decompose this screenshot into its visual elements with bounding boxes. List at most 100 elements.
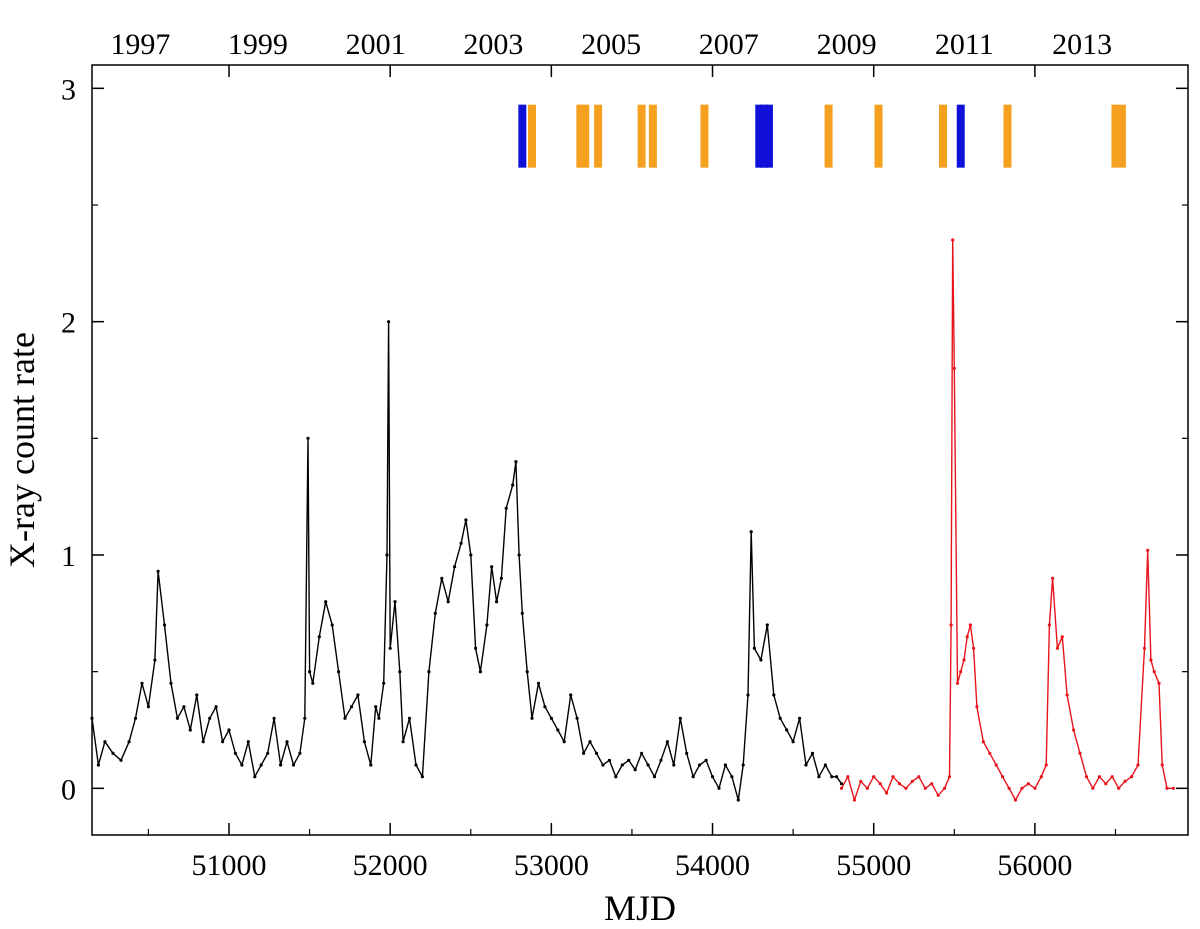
data-point-0-55 (407, 716, 412, 720)
data-point-1-11 (910, 779, 915, 783)
data-point-0-91 (614, 775, 618, 779)
data-point-0-83 (562, 740, 566, 744)
data-point-0-104 (698, 763, 702, 767)
data-point-1-61 (1165, 786, 1169, 790)
data-point-0-8 (146, 705, 150, 709)
data-point-0-7 (140, 681, 144, 685)
data-point-0-111 (741, 763, 745, 767)
data-point-1-24 (965, 635, 969, 639)
data-point-0-102 (685, 751, 689, 755)
data-point-0-77 (525, 670, 529, 674)
data-point-0-67 (478, 670, 482, 674)
series-line-0 (91, 321, 843, 801)
data-point-1-52 (1123, 779, 1127, 783)
plot-frame (91, 64, 1189, 836)
data-point-0-119 (785, 728, 789, 732)
data-point-1-12 (917, 775, 921, 779)
data-point-1-59 (1157, 681, 1161, 685)
observation-marker-3 (581, 104, 590, 168)
data-point-1-26 (972, 646, 976, 650)
data-point-1-6 (878, 782, 882, 786)
data-point-0-106 (710, 775, 715, 779)
year-label-0: 1997 (110, 28, 170, 61)
data-point-1-35 (1026, 782, 1030, 786)
observation-markers (518, 104, 1126, 168)
data-point-0-117 (772, 693, 776, 697)
data-point-0-42 (349, 705, 354, 709)
observation-marker-13 (939, 104, 948, 168)
observation-marker-4 (594, 104, 603, 168)
data-point-1-25 (968, 623, 973, 627)
x-tick-label-2: 53000 (514, 849, 589, 882)
series-line-1 (840, 239, 1174, 801)
data-point-0-32 (298, 751, 302, 755)
data-point-1-55 (1142, 646, 1147, 650)
data-point-0-19 (214, 705, 218, 709)
x-tick-label-0: 51000 (192, 849, 267, 882)
data-point-0-6 (133, 716, 138, 720)
data-point-0-82 (556, 728, 560, 732)
data-point-1-54 (1136, 763, 1140, 767)
data-point-1-38 (1044, 763, 1048, 767)
data-point-0-52 (393, 600, 397, 604)
data-point-1-32 (1007, 786, 1011, 790)
year-label-4: 2005 (581, 28, 641, 61)
data-point-1-28 (981, 740, 985, 744)
data-point-0-35 (308, 670, 312, 674)
data-point-0-1 (96, 763, 100, 767)
observation-marker-15 (1003, 104, 1012, 168)
observation-marker-8 (755, 104, 764, 168)
data-point-0-125 (823, 763, 828, 767)
data-point-1-34 (1020, 786, 1024, 790)
data-point-0-22 (233, 751, 237, 755)
data-point-0-26 (259, 763, 263, 767)
year-label-8: 2013 (1052, 28, 1112, 61)
year-label-6: 2009 (817, 28, 877, 61)
data-point-0-122 (804, 763, 808, 767)
data-point-1-9 (897, 782, 902, 786)
data-point-0-113 (749, 530, 753, 534)
data-point-0-73 (511, 483, 515, 487)
data-point-0-64 (464, 518, 468, 522)
data-point-0-99 (665, 740, 670, 744)
data-point-1-47 (1091, 786, 1095, 790)
data-point-0-31 (291, 763, 296, 767)
x-tick-label-1: 52000 (353, 849, 428, 882)
data-point-0-36 (311, 681, 315, 685)
data-point-0-90 (607, 758, 612, 762)
data-point-1-29 (988, 751, 992, 755)
data-point-0-4 (119, 758, 123, 762)
data-point-0-12 (169, 681, 173, 685)
data-point-0-56 (414, 763, 418, 767)
data-point-0-57 (420, 775, 424, 779)
observation-marker-5 (637, 104, 646, 168)
year-label-2: 2001 (346, 28, 406, 61)
data-point-0-95 (640, 751, 644, 755)
data-point-0-84 (569, 693, 573, 697)
data-point-0-63 (459, 541, 463, 545)
data-point-0-0 (90, 716, 94, 720)
data-point-1-14 (930, 782, 934, 786)
data-point-0-116 (765, 623, 769, 627)
data-point-0-72 (504, 506, 508, 510)
x-tick-label-5: 56000 (997, 849, 1072, 882)
observation-marker-7 (700, 104, 709, 168)
observation-marker-2 (576, 104, 585, 168)
data-point-1-49 (1104, 782, 1108, 786)
data-point-0-105 (704, 758, 708, 762)
data-point-0-81 (549, 716, 554, 720)
data-point-0-45 (369, 763, 373, 767)
data-point-0-41 (343, 716, 347, 720)
data-point-0-27 (266, 751, 270, 755)
data-point-0-11 (162, 623, 167, 627)
data-point-0-2 (103, 740, 107, 744)
data-point-1-58 (1152, 670, 1156, 674)
data-point-1-46 (1084, 775, 1089, 779)
data-point-0-69 (490, 565, 494, 569)
data-point-0-128 (839, 782, 844, 786)
data-point-0-79 (536, 681, 541, 685)
data-point-0-75 (517, 553, 521, 557)
data-point-1-23 (962, 658, 966, 662)
data-point-1-62 (1171, 786, 1176, 790)
